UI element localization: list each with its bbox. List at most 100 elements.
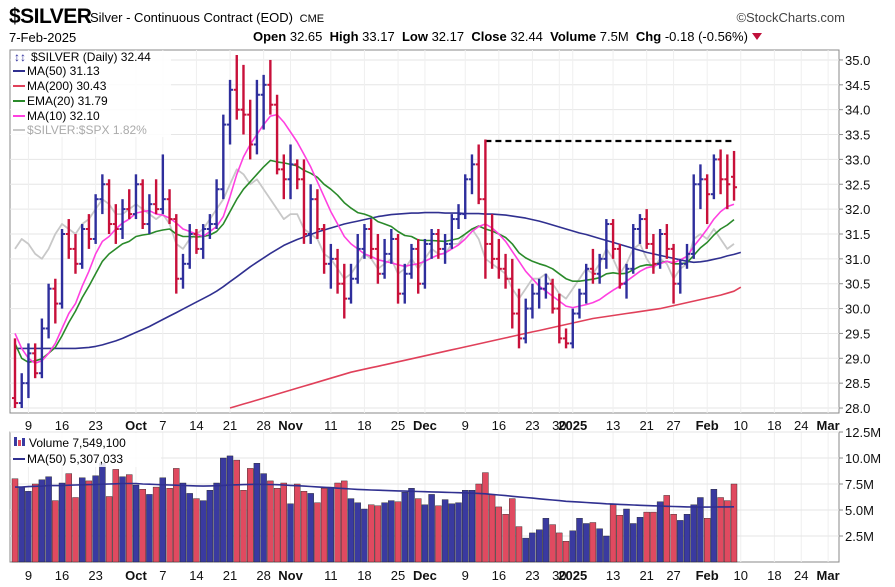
legend-volume-ma-label: MA(50) 5,307,033 — [27, 452, 123, 466]
price-tick-label-8: 32.0 — [845, 202, 870, 217]
volume-bar-100 — [683, 514, 691, 563]
volume-value: 7.5M — [599, 29, 629, 44]
price-panel: 28.0 28.5 29.0 29.5 30.0 30.5 31.0 31.5 32.0 32.5… — [9, 49, 870, 433]
volume-bar-102 — [697, 497, 704, 563]
ohlc-bar-11 — [85, 214, 92, 249]
symbol-title: $SILVER — [9, 5, 92, 28]
volume-bar-86 — [589, 522, 597, 563]
price-tick-label-13: 34.5 — [845, 78, 870, 93]
volume-x-tick-label-19: 21 — [639, 568, 653, 583]
volume-bar-63 — [435, 505, 442, 563]
volume-bar-103 — [704, 518, 711, 563]
volume-bar-59 — [408, 488, 415, 563]
ohlc-bar-51 — [354, 233, 361, 284]
ohlc-bar-78 — [536, 278, 543, 309]
chart-header: $SILVER Silver - Continuous Contract (EO… — [0, 0, 895, 50]
ohlc-bar-41 — [287, 144, 294, 200]
volume-icon-bar-2 — [18, 440, 21, 446]
volume-x-tick-label-1: 16 — [55, 568, 69, 583]
ohlc-bar-13 — [99, 174, 106, 215]
legend-relative-label: $SILVER:$SPX 1.82% — [27, 123, 147, 137]
ohlc-bar-38 — [267, 59, 274, 115]
volume-bar-58 — [401, 492, 408, 563]
volume-tick-label-4: 12.5M — [845, 425, 881, 440]
volume-bar-72 — [495, 506, 502, 563]
description-text: Silver - Continuous Contract (EOD) — [90, 10, 294, 25]
price-x-tick-label-0: 9 — [25, 418, 32, 433]
volume-bar-88 — [603, 535, 610, 563]
ohlc-bar-67 — [462, 174, 469, 220]
ohlc-bars — [12, 54, 738, 409]
ohlc-bar-8 — [65, 219, 72, 259]
volume-bar-97 — [663, 495, 670, 563]
volume-bar-70 — [482, 472, 489, 563]
volume-bar-23 — [166, 488, 173, 563]
price-tick-label-7: 31.5 — [845, 227, 870, 242]
ohlc-bar-95 — [650, 233, 657, 274]
ohlc-bar-36 — [253, 79, 260, 155]
volume-bar-37 — [260, 473, 267, 563]
ohlc-bar-50 — [348, 263, 354, 304]
price-x-tick-label-25: Mar — [817, 418, 840, 433]
volume-bar-105 — [717, 497, 724, 563]
ohlc-bar-107 — [731, 150, 738, 201]
volume-x-tick-label-11: 25 — [391, 568, 405, 583]
ohlc-bar-55 — [381, 238, 388, 279]
ohlc-bar-58 — [401, 263, 408, 304]
ohlc-bar-44 — [307, 184, 314, 244]
volume-icon-bar-3 — [22, 438, 25, 446]
volume-bar-25 — [179, 482, 187, 563]
volume-x-tick-label-21: Feb — [696, 568, 719, 583]
ohlc-bar-70 — [482, 139, 489, 279]
volume-bar-57 — [394, 501, 402, 563]
volume-bar-44 — [307, 493, 314, 563]
volume-bar-76 — [522, 537, 529, 563]
ohlc-bar-106 — [724, 154, 731, 210]
volume-bar-87 — [596, 528, 603, 563]
volume-ma50-path — [15, 482, 735, 508]
volume-bar-26 — [186, 493, 193, 563]
ohlc-bar-53 — [368, 219, 375, 259]
ohlc-bar-9 — [72, 233, 79, 274]
low-value: 32.17 — [431, 29, 465, 44]
price-x-tick-label-1: 16 — [55, 418, 69, 433]
volume-bar-18 — [132, 484, 140, 563]
open-value: 32.65 — [289, 29, 323, 44]
symbol-description: Silver - Continuous Contract (EOD) CME — [90, 10, 324, 25]
volume-bar-40 — [280, 482, 287, 563]
ohlc-bar-24 — [173, 214, 180, 294]
ohlc-bar-86 — [589, 248, 596, 284]
legend-background — [11, 51, 171, 137]
ohlc-bar-99 — [677, 258, 684, 294]
volume-bar-12 — [92, 475, 99, 563]
legend-volume-ma: MA(50) 5,307,033 — [13, 452, 123, 466]
price-tick-label-11: 33.5 — [845, 128, 870, 143]
legend-ema20-label: EMA(20) 31.79 — [27, 94, 108, 108]
ohlc-bar-43 — [300, 159, 307, 244]
volume-bar-17 — [125, 474, 133, 563]
price-tick-label-12: 34.0 — [845, 103, 870, 118]
price-x-tick-label-17: 2025 — [558, 418, 587, 433]
volume-bar-29 — [206, 490, 214, 563]
ohlc-bar-37 — [260, 74, 267, 130]
volume-bar-30 — [213, 482, 220, 563]
volume-bar-51 — [354, 502, 361, 563]
ohlc-bar-16 — [119, 199, 126, 239]
ohlc-bar-5 — [45, 283, 52, 339]
volume-bar-19 — [139, 489, 146, 563]
ohlc-bar-1 — [18, 373, 25, 409]
ohlc-bar-17 — [126, 189, 133, 220]
volume-panel: 2.5M 5.0M 7.5M 10.0M 12.5M 9 16 23 Oct 7 14 21 28 No… — [9, 425, 881, 583]
price-tick-label-1: 28.5 — [845, 376, 870, 391]
ohlc-bar-93 — [636, 214, 643, 244]
legend-relative: $SILVER:$SPX 1.82% — [13, 123, 147, 137]
price-x-tick-label-5: 14 — [189, 418, 203, 433]
volume-bar-16 — [119, 476, 126, 563]
ohlc-bar-85 — [583, 263, 590, 304]
chevron-down-icon[interactable] — [751, 33, 762, 40]
ohlc-bar-65 — [448, 214, 455, 249]
ohlc-bar-25 — [180, 253, 186, 289]
price-legend: ↕↕ $SILVER (Daily) 32.44 MA(50) 31.13 MA… — [11, 50, 171, 137]
ohlc-bar-87 — [596, 253, 603, 284]
